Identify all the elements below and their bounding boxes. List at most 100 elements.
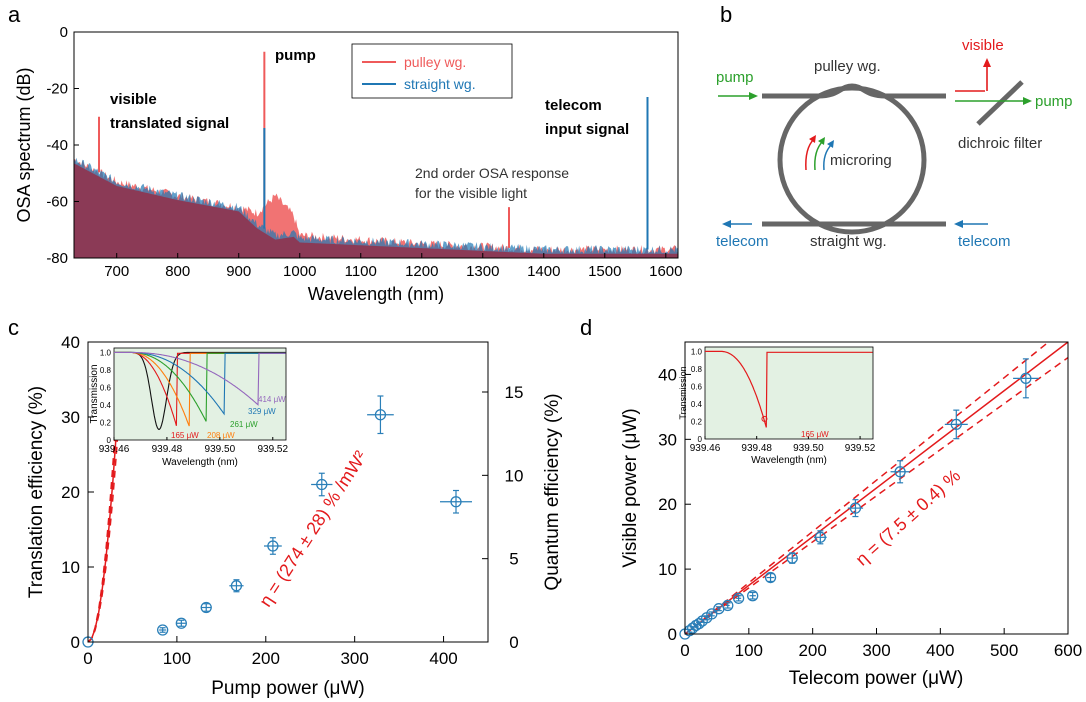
c-ytick-label-2: 20 bbox=[61, 483, 80, 502]
c-ytick-label-4: 40 bbox=[61, 333, 80, 352]
panel-a-pump-label: pump bbox=[275, 47, 316, 64]
telecom-right-label: telecom bbox=[958, 233, 1011, 250]
panel-d-visible-power: 0 100 200 300 400 500 600 0 10 20 30 40 Telecom po… bbox=[620, 341, 1082, 689]
inset-d-ylabel: Transmission bbox=[678, 366, 688, 419]
d-xtick-label-3: 300 bbox=[862, 641, 890, 660]
c-fit-curve-solid bbox=[87, 375, 121, 643]
c-xtick-label-2: 200 bbox=[252, 649, 280, 668]
inset-d-plot bbox=[704, 346, 874, 440]
c-ytick-label-3: 30 bbox=[61, 408, 80, 427]
d-fit-line-hi bbox=[684, 341, 1050, 635]
c-data-point-1 bbox=[157, 624, 169, 636]
a-xtick-label-0: 700 bbox=[104, 263, 129, 280]
inset-d-ytick-label-1: 0.8 bbox=[691, 365, 703, 374]
panel-a-spectrum: 700 800 900 1000 1100 1200 1300 1400 1500 1600 0 -… bbox=[14, 24, 682, 304]
microring-label: microring bbox=[830, 152, 892, 169]
d-xtick-label-4: 400 bbox=[926, 641, 954, 660]
d-ytick-label-3: 30 bbox=[658, 430, 677, 449]
dichroic-filter bbox=[976, 80, 1024, 126]
pump-out-arrow bbox=[955, 97, 1032, 105]
a-ytick-label-2: -40 bbox=[46, 137, 68, 154]
pulley-label: pulley wg. bbox=[814, 58, 881, 75]
telecom-left-label: telecom bbox=[716, 233, 769, 250]
panel-c-ylabel-right: Quantum efficiency (%) bbox=[542, 393, 563, 590]
inset-c-xtick-label-2: 939.50 bbox=[205, 444, 236, 455]
a-ytick-label-3: -60 bbox=[46, 194, 68, 211]
telecom-in-arrow bbox=[954, 220, 988, 228]
panel-letter-b: b bbox=[720, 2, 732, 27]
inset-c-ytick-label-3: 0.4 bbox=[100, 401, 112, 410]
d-xtick-label-2: 200 bbox=[798, 641, 826, 660]
inset-c-label-329: 329 μW bbox=[248, 407, 276, 416]
inset-d-curve bbox=[705, 350, 873, 428]
inset-c-plot bbox=[113, 347, 287, 441]
panel-c-ylabel: Translation efficiency (%) bbox=[26, 386, 47, 598]
visible-arrow bbox=[955, 58, 991, 92]
panel-a-xlabel: Wavelength (nm) bbox=[308, 284, 444, 304]
dichroic-label: dichroic filter bbox=[958, 135, 1042, 152]
d-data-point-14 bbox=[814, 531, 826, 543]
pump-in-arrow bbox=[718, 92, 758, 100]
panel-c-fit-label: η = (274 ± 28) % /mW² bbox=[255, 447, 371, 610]
inset-c-xlabel: Wavelength (nm) bbox=[162, 457, 238, 468]
c-xtick-label-4: 400 bbox=[429, 649, 457, 668]
inset-d-ytick-label-5: 0 bbox=[698, 435, 703, 444]
inset-d-ytick-label-4: 0.2 bbox=[691, 417, 703, 426]
inset-c-curve-5 bbox=[114, 351, 286, 406]
d-xtick-label-5: 500 bbox=[990, 641, 1018, 660]
a-xtick-label-2: 900 bbox=[226, 263, 251, 280]
c-data-point-5 bbox=[267, 540, 279, 552]
inset-c-ytick-label-2: 0.6 bbox=[100, 383, 112, 392]
c-ytick-label-0: 0 bbox=[71, 633, 80, 652]
panel-a-ylabel: OSA spectrum (dB) bbox=[14, 67, 34, 222]
panel-a-telecom-label-1: telecom bbox=[545, 97, 602, 114]
d-fit-line-solid bbox=[684, 341, 1069, 635]
c-y2tick-label-2: 10 bbox=[505, 466, 524, 485]
d-xtick-label-0: 0 bbox=[680, 641, 689, 660]
c-xtick-label-3: 300 bbox=[340, 649, 368, 668]
a-xtick-label-9: 1600 bbox=[649, 263, 682, 280]
inset-c-ylabel: Transmission bbox=[89, 364, 100, 423]
d-data-point-13 bbox=[786, 552, 798, 564]
d-xtick-label-1: 100 bbox=[735, 641, 763, 660]
d-ytick-label-1: 10 bbox=[658, 560, 677, 579]
inset-c-label-261: 261 μW bbox=[230, 420, 258, 429]
d-data-point-12 bbox=[764, 571, 777, 584]
panel-a-osa-label-2: for the visible light bbox=[415, 185, 527, 201]
c-data-point-2 bbox=[175, 617, 187, 629]
inset-d-ytick-label-3: 0.4 bbox=[691, 400, 703, 409]
a-ytick-label-4: -80 bbox=[46, 250, 68, 267]
c-data-point-4 bbox=[230, 580, 243, 592]
panel-letter-a: a bbox=[8, 2, 21, 27]
panel-d-ylabel: Visible power (μW) bbox=[620, 408, 641, 567]
panel-letter-c: c bbox=[8, 315, 19, 340]
inset-c-ytick-label-4: 0.2 bbox=[100, 418, 112, 427]
panel-b-schematic: pump visible pump pulley wg. dichroic fi… bbox=[716, 37, 1073, 250]
inset-c-label-165: 165 μW bbox=[171, 431, 199, 440]
a-xtick-label-1: 800 bbox=[165, 263, 190, 280]
panel-letter-d: d bbox=[580, 315, 592, 340]
inset-d-ytick-label-0: 1.0 bbox=[691, 347, 703, 356]
panel-a-visible-label-1: visible bbox=[110, 91, 157, 108]
panel-c-xlabel: Pump power (μW) bbox=[211, 678, 364, 699]
d-data-point-4 bbox=[693, 617, 705, 630]
straight-label: straight wg. bbox=[810, 233, 887, 250]
legend-box bbox=[351, 43, 513, 99]
c-y2tick-label-1: 5 bbox=[509, 550, 518, 569]
panel-d-inset: 939.46 939.48 939.50 939.52 1.0 0.8 0.6 0.4 0.2… bbox=[678, 346, 876, 466]
c-xtick-label-0: 0 bbox=[83, 649, 92, 668]
inset-d-xlabel: Wavelength (nm) bbox=[751, 455, 827, 466]
inset-c-ytick-label-1: 0.8 bbox=[100, 366, 112, 375]
inset-c-ytick-label-0: 1.0 bbox=[100, 348, 112, 357]
c-data-point-8 bbox=[450, 496, 462, 508]
panel-a-telecom-label-2: input signal bbox=[545, 121, 629, 138]
inset-c-ytick-label-5: 0 bbox=[107, 436, 112, 445]
panel-c-inset: 939.46 939.48 939.50 939.52 1.0 0.8 0.6 0.4 0.2… bbox=[89, 347, 288, 468]
d-fit-line-lo bbox=[684, 356, 1069, 635]
a-ytick-label-1: -20 bbox=[46, 81, 68, 98]
panel-a-visible-label-2: translated signal bbox=[110, 115, 229, 132]
a-xtick-label-8: 1500 bbox=[588, 263, 621, 280]
inset-c-curve-0 bbox=[114, 351, 286, 430]
pump-right-label: pump bbox=[1035, 93, 1073, 110]
